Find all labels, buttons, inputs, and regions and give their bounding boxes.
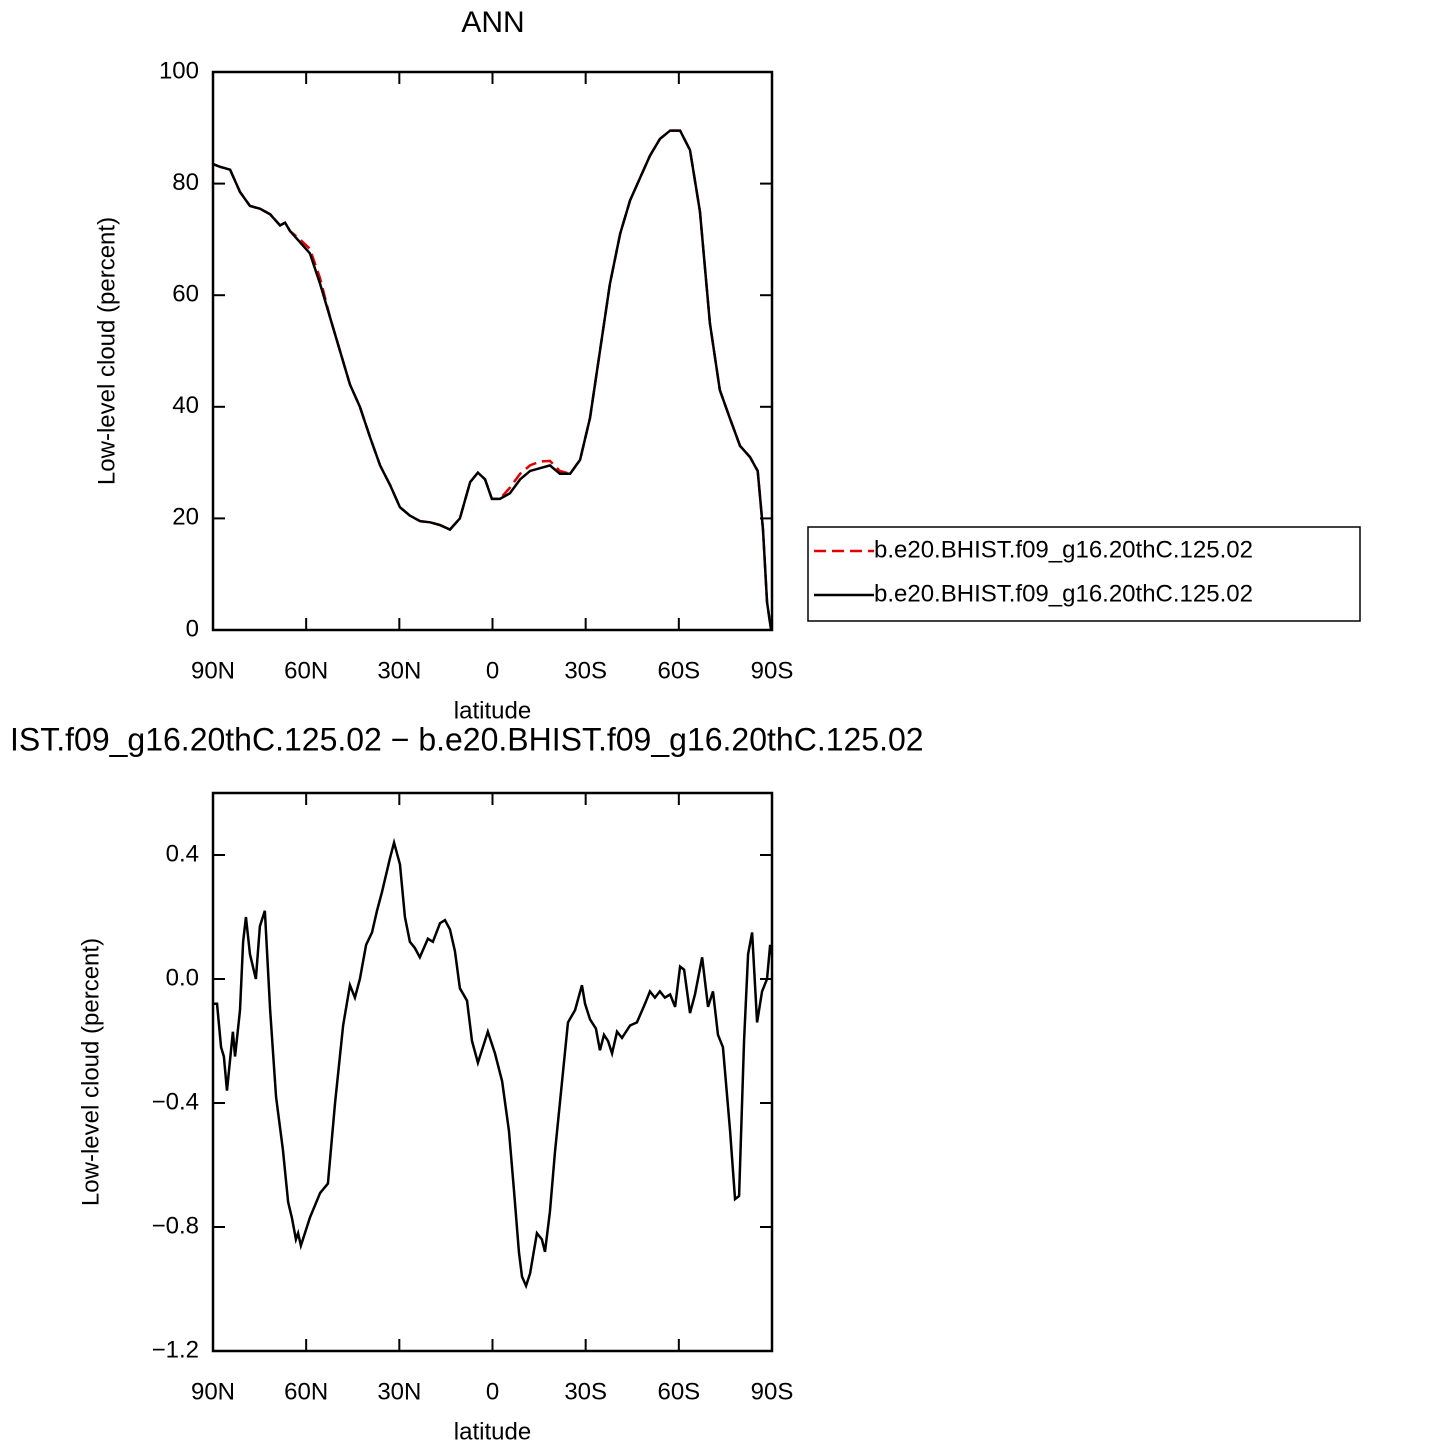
legend-label: b.e20.BHIST.f09_g16.20thC.125.02 xyxy=(874,580,1253,607)
legend-box xyxy=(807,526,1361,622)
x-tick-label: 90S xyxy=(751,657,794,684)
x-tick-label: 90N xyxy=(191,1378,235,1405)
x-tick-label: 30N xyxy=(377,1378,421,1405)
y-axis-label: Low-level cloud (percent) xyxy=(93,217,120,485)
plot-frame xyxy=(211,70,774,632)
x-tick-label: 0 xyxy=(486,1378,499,1405)
x-tick-label: 60S xyxy=(657,1378,700,1405)
series-line xyxy=(212,129,773,631)
y-tick-label: −0.4 xyxy=(152,1088,199,1115)
chart-title: IST.f09_g16.20thC.125.02 − b.e20.BHIST.f… xyxy=(10,721,924,757)
x-tick-label: 0 xyxy=(486,657,499,684)
plot-frame xyxy=(211,791,774,1353)
y-tick-label: −1.2 xyxy=(152,1336,199,1363)
series-line xyxy=(212,129,773,631)
series-line xyxy=(213,837,774,1290)
x-axis-label: latitude xyxy=(454,1418,531,1445)
x-tick-label: 30S xyxy=(564,1378,607,1405)
x-tick-label: 30S xyxy=(564,657,607,684)
y-tick-label: 0.0 xyxy=(166,964,199,991)
y-tick-label: 40 xyxy=(172,392,199,419)
x-tick-label: 60N xyxy=(284,657,328,684)
x-tick-label: 90S xyxy=(751,1378,794,1405)
x-tick-label: 30N xyxy=(377,657,421,684)
y-tick-label: 0.4 xyxy=(166,840,199,867)
x-tick-label: 90N xyxy=(191,657,235,684)
legend-label: b.e20.BHIST.f09_g16.20thC.125.02 xyxy=(874,536,1253,563)
x-tick-label: 60S xyxy=(657,657,700,684)
x-axis-label: latitude xyxy=(454,697,531,724)
y-tick-label: 60 xyxy=(172,281,199,308)
y-tick-label: 20 xyxy=(172,504,199,531)
y-axis-label: Low-level cloud (percent) xyxy=(77,938,104,1206)
y-tick-label: 80 xyxy=(172,169,199,196)
x-tick-label: 60N xyxy=(284,1378,328,1405)
y-tick-label: 0 xyxy=(186,615,199,642)
y-tick-label: 100 xyxy=(159,57,199,84)
y-tick-label: −0.8 xyxy=(152,1212,199,1239)
chart-title: ANN xyxy=(461,6,524,39)
